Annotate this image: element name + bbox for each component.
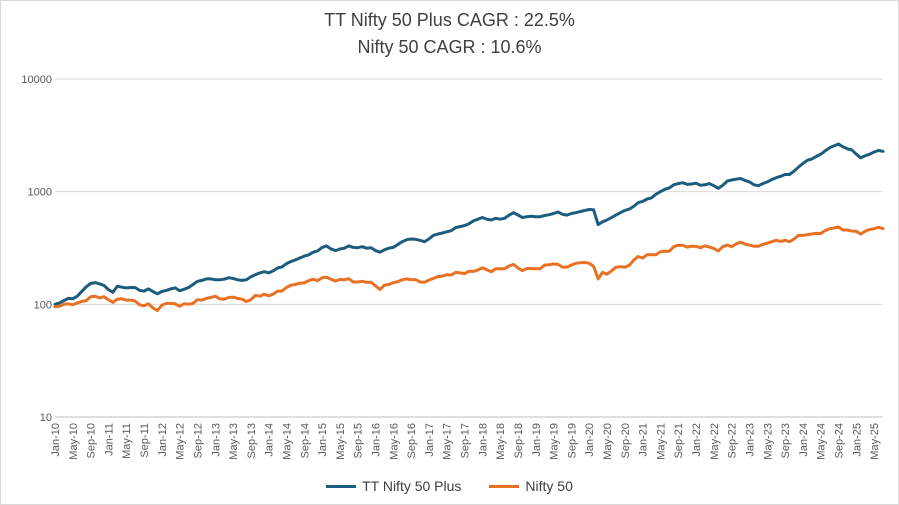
x-tick-label: May-22 xyxy=(709,423,721,460)
x-tick-label: May-10 xyxy=(68,423,80,460)
x-tick-label: Jan-25 xyxy=(851,423,863,457)
x-tick-label: May-18 xyxy=(495,423,507,460)
x-tick-label: Sep-23 xyxy=(780,423,792,458)
legend-item-tt-nifty-50-plus: TT Nifty 50 Plus xyxy=(326,478,461,494)
x-tick-label: Jan-10 xyxy=(50,423,62,457)
y-tick-label: 10 xyxy=(40,412,52,424)
x-tick-label: Jan-20 xyxy=(584,423,596,457)
x-tick-label: Sep-17 xyxy=(460,423,472,458)
x-tick-label: Jan-12 xyxy=(157,423,169,457)
x-tick-label: May-25 xyxy=(869,423,881,460)
x-tick-label: Jan-21 xyxy=(638,423,650,457)
x-tick-label: Sep-10 xyxy=(86,423,98,458)
x-tick-label: Sep-16 xyxy=(406,423,418,458)
x-tick-label: Sep-13 xyxy=(246,423,258,458)
x-tick-label: Jan-18 xyxy=(477,423,489,457)
series-lines xyxy=(53,142,885,313)
legend-label-tt-nifty-50-plus: TT Nifty 50 Plus xyxy=(362,478,462,494)
x-tick-label: May-21 xyxy=(655,423,667,460)
x-tick-label: Jan-23 xyxy=(744,423,756,457)
series-line-nifty-50 xyxy=(53,225,885,313)
x-tick-label: May-24 xyxy=(816,423,828,460)
x-tick-label: Jan-16 xyxy=(371,423,383,457)
x-tick-label: Jan-15 xyxy=(317,423,329,457)
x-tick-label: May-14 xyxy=(281,423,293,460)
x-tick-label: May-16 xyxy=(388,423,400,460)
x-tick-label: Sep-14 xyxy=(299,423,311,458)
legend-swatch-tt-nifty-50-plus xyxy=(326,484,357,488)
x-tick-label: May-19 xyxy=(549,423,561,460)
chart-subtitle: Nifty 50 CAGR : 10.6% xyxy=(357,37,542,57)
x-axis-ticks: Jan-10 May-10 Sep-10 Jan-11 May-11 Sep-11 Jan-… xyxy=(50,423,881,460)
x-tick-label: Sep-19 xyxy=(566,423,578,458)
x-tick-label: May-15 xyxy=(335,423,347,460)
y-tick-label: 10000 xyxy=(21,74,52,86)
x-tick-label: Sep-11 xyxy=(139,423,151,458)
x-tick-label: Sep-18 xyxy=(513,423,525,458)
legend-label-nifty-50: Nifty 50 xyxy=(525,478,573,494)
x-tick-label: May-13 xyxy=(228,423,240,460)
x-tick-label: May-11 xyxy=(121,423,133,459)
x-tick-label: May-17 xyxy=(442,423,454,460)
x-tick-label: May-20 xyxy=(602,423,614,460)
y-tick-label: 1000 xyxy=(28,187,52,199)
x-tick-label: Sep-21 xyxy=(673,423,685,458)
x-tick-label: May-12 xyxy=(175,423,187,460)
legend-swatch-nifty-50 xyxy=(489,484,520,488)
series-line-tt-nifty-50-plus xyxy=(53,142,885,306)
x-tick-label: Jan-22 xyxy=(691,423,703,457)
x-tick-label: May-23 xyxy=(762,423,774,460)
chart-title: TT Nifty 50 Plus CAGR : 22.5% xyxy=(324,10,575,30)
x-tick-label: Jan-24 xyxy=(798,423,810,457)
x-tick-label: Jan-14 xyxy=(264,423,276,457)
x-tick-label: Jan-13 xyxy=(210,423,222,457)
x-tick-label: Sep-12 xyxy=(192,423,204,458)
x-tick-label: Sep-15 xyxy=(353,423,365,458)
y-axis-ticks: 10 100 1000 10000 xyxy=(21,74,52,424)
x-tick-label: Sep-22 xyxy=(727,423,739,458)
x-tick-label: Sep-20 xyxy=(620,423,632,458)
x-tick-label: Jan-11 xyxy=(103,423,115,456)
legend: TT Nifty 50 Plus Nifty 50 xyxy=(0,478,899,494)
x-tick-label: Sep-24 xyxy=(833,423,845,458)
x-tick-label: Jan-17 xyxy=(424,423,436,457)
legend-item-nifty-50: Nifty 50 xyxy=(489,478,573,494)
y-tick-label: 100 xyxy=(34,299,52,311)
x-tick-label: Jan-19 xyxy=(531,423,543,457)
gridlines xyxy=(55,78,883,418)
